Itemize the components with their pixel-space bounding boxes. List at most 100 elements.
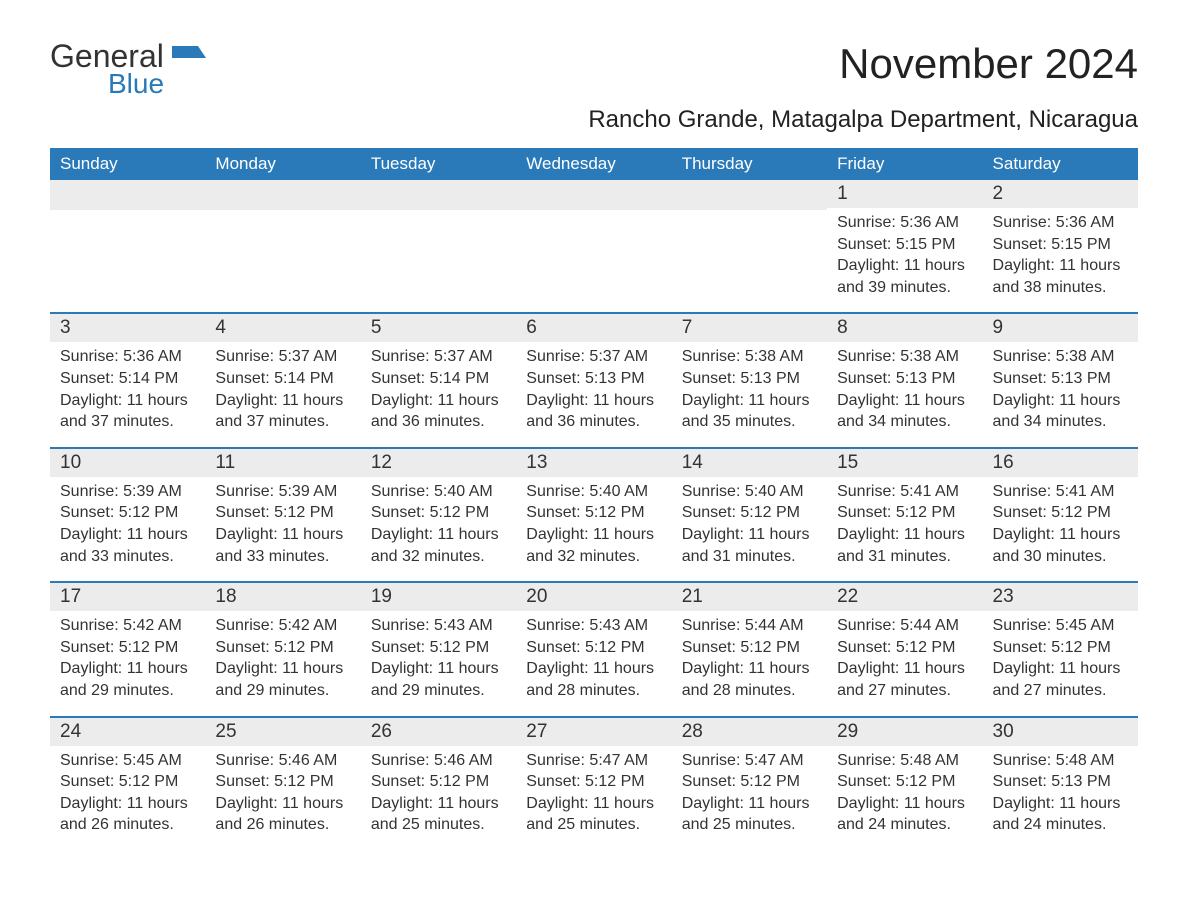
daylight-line: Daylight: 11 hours and 36 minutes. (526, 390, 661, 433)
sunrise-line: Sunrise: 5:38 AM (993, 346, 1128, 368)
sunset-label: Sunset: (371, 370, 425, 387)
sunset-line: Sunset: 5:12 PM (60, 637, 195, 659)
day-body: Sunrise: 5:44 AMSunset: 5:12 PMDaylight:… (672, 611, 827, 701)
sunrise-line: Sunrise: 5:40 AM (526, 481, 661, 503)
week-row: 10Sunrise: 5:39 AMSunset: 5:12 PMDayligh… (50, 447, 1138, 567)
logo: General Blue (50, 40, 206, 100)
day-cell: 28Sunrise: 5:47 AMSunset: 5:12 PMDayligh… (672, 718, 827, 836)
sunset-label: Sunset: (215, 504, 269, 521)
sunrise-value: 5:38 AM (1056, 348, 1115, 365)
daylight-label: Daylight: (993, 660, 1055, 677)
sunset-label: Sunset: (682, 773, 736, 790)
daylight-line: Daylight: 11 hours and 36 minutes. (371, 390, 506, 433)
daylight-label: Daylight: (837, 257, 899, 274)
sunset-line: Sunset: 5:12 PM (837, 637, 972, 659)
daylight-line: Daylight: 11 hours and 29 minutes. (371, 658, 506, 701)
sunset-label: Sunset: (837, 773, 891, 790)
sunset-label: Sunset: (837, 236, 891, 253)
day-cell: 26Sunrise: 5:46 AMSunset: 5:12 PMDayligh… (361, 718, 516, 836)
sunset-value: 5:12 PM (896, 773, 956, 790)
sunset-line: Sunset: 5:13 PM (682, 368, 817, 390)
daylight-line: Daylight: 11 hours and 27 minutes. (837, 658, 972, 701)
daylight-label: Daylight: (526, 392, 588, 409)
day-cell: 15Sunrise: 5:41 AMSunset: 5:12 PMDayligh… (827, 449, 982, 567)
sunset-value: 5:13 PM (1051, 370, 1111, 387)
sunset-value: 5:12 PM (430, 773, 490, 790)
day-number: 24 (50, 718, 205, 746)
sunset-label: Sunset: (993, 236, 1047, 253)
day-body: Sunrise: 5:45 AMSunset: 5:12 PMDaylight:… (50, 746, 205, 836)
sunrise-label: Sunrise: (993, 348, 1052, 365)
sunrise-value: 5:46 AM (279, 752, 338, 769)
sunset-label: Sunset: (60, 773, 114, 790)
day-cell: 20Sunrise: 5:43 AMSunset: 5:12 PMDayligh… (516, 583, 671, 701)
sunrise-line: Sunrise: 5:40 AM (682, 481, 817, 503)
day-cell: 12Sunrise: 5:40 AMSunset: 5:12 PMDayligh… (361, 449, 516, 567)
sunset-label: Sunset: (526, 639, 580, 656)
day-number: 25 (205, 718, 360, 746)
daylight-label: Daylight: (682, 392, 744, 409)
sunrise-label: Sunrise: (682, 617, 741, 634)
day-number: 21 (672, 583, 827, 611)
sunrise-label: Sunrise: (682, 752, 741, 769)
daylight-label: Daylight: (60, 526, 122, 543)
sunset-line: Sunset: 5:12 PM (526, 771, 661, 793)
day-body: Sunrise: 5:44 AMSunset: 5:12 PMDaylight:… (827, 611, 982, 701)
day-number: 15 (827, 449, 982, 477)
day-number: 7 (672, 314, 827, 342)
page-title: November 2024 (839, 40, 1138, 88)
day-cell: 8Sunrise: 5:38 AMSunset: 5:13 PMDaylight… (827, 314, 982, 432)
sunrise-label: Sunrise: (60, 348, 119, 365)
day-number: 12 (361, 449, 516, 477)
day-number: 2 (983, 180, 1138, 208)
sunset-line: Sunset: 5:14 PM (60, 368, 195, 390)
day-number: 10 (50, 449, 205, 477)
day-body: Sunrise: 5:43 AMSunset: 5:12 PMDaylight:… (361, 611, 516, 701)
sunset-label: Sunset: (526, 370, 580, 387)
sunrise-value: 5:37 AM (589, 348, 648, 365)
day-body: Sunrise: 5:41 AMSunset: 5:12 PMDaylight:… (827, 477, 982, 567)
sunset-value: 5:15 PM (896, 236, 956, 253)
sunrise-line: Sunrise: 5:38 AM (682, 346, 817, 368)
sunrise-value: 5:39 AM (123, 483, 182, 500)
day-body: Sunrise: 5:48 AMSunset: 5:12 PMDaylight:… (827, 746, 982, 836)
sunrise-label: Sunrise: (526, 752, 585, 769)
sunset-value: 5:12 PM (740, 504, 800, 521)
day-number: 13 (516, 449, 671, 477)
day-body: Sunrise: 5:45 AMSunset: 5:12 PMDaylight:… (983, 611, 1138, 701)
sunset-line: Sunset: 5:15 PM (837, 234, 972, 256)
day-cell: 16Sunrise: 5:41 AMSunset: 5:12 PMDayligh… (983, 449, 1138, 567)
day-cell: 1Sunrise: 5:36 AMSunset: 5:15 PMDaylight… (827, 180, 982, 298)
sunrise-line: Sunrise: 5:48 AM (993, 750, 1128, 772)
calendar: SundayMondayTuesdayWednesdayThursdayFrid… (50, 148, 1138, 836)
sunset-value: 5:12 PM (119, 504, 179, 521)
daylight-label: Daylight: (837, 795, 899, 812)
sunset-line: Sunset: 5:12 PM (526, 637, 661, 659)
sunset-value: 5:12 PM (1051, 504, 1111, 521)
day-number: 27 (516, 718, 671, 746)
sunset-value: 5:12 PM (274, 773, 334, 790)
sunrise-value: 5:47 AM (745, 752, 804, 769)
day-cell: 19Sunrise: 5:43 AMSunset: 5:12 PMDayligh… (361, 583, 516, 701)
sunset-line: Sunset: 5:12 PM (526, 502, 661, 524)
empty-day (672, 180, 827, 210)
logo-word2: Blue (108, 68, 206, 100)
sunset-value: 5:12 PM (896, 639, 956, 656)
empty-day (516, 180, 671, 210)
daylight-line: Daylight: 11 hours and 31 minutes. (682, 524, 817, 567)
sunset-label: Sunset: (837, 639, 891, 656)
daylight-label: Daylight: (837, 660, 899, 677)
sunrise-label: Sunrise: (993, 617, 1052, 634)
day-body: Sunrise: 5:36 AMSunset: 5:15 PMDaylight:… (983, 208, 1138, 298)
empty-day (361, 180, 516, 210)
sunrise-label: Sunrise: (215, 348, 274, 365)
day-number: 28 (672, 718, 827, 746)
daylight-line: Daylight: 11 hours and 35 minutes. (682, 390, 817, 433)
sunset-line: Sunset: 5:15 PM (993, 234, 1128, 256)
day-number: 16 (983, 449, 1138, 477)
daylight-line: Daylight: 11 hours and 33 minutes. (215, 524, 350, 567)
daylight-label: Daylight: (526, 526, 588, 543)
day-cell (672, 180, 827, 298)
day-body: Sunrise: 5:37 AMSunset: 5:14 PMDaylight:… (361, 342, 516, 432)
daylight-label: Daylight: (682, 660, 744, 677)
